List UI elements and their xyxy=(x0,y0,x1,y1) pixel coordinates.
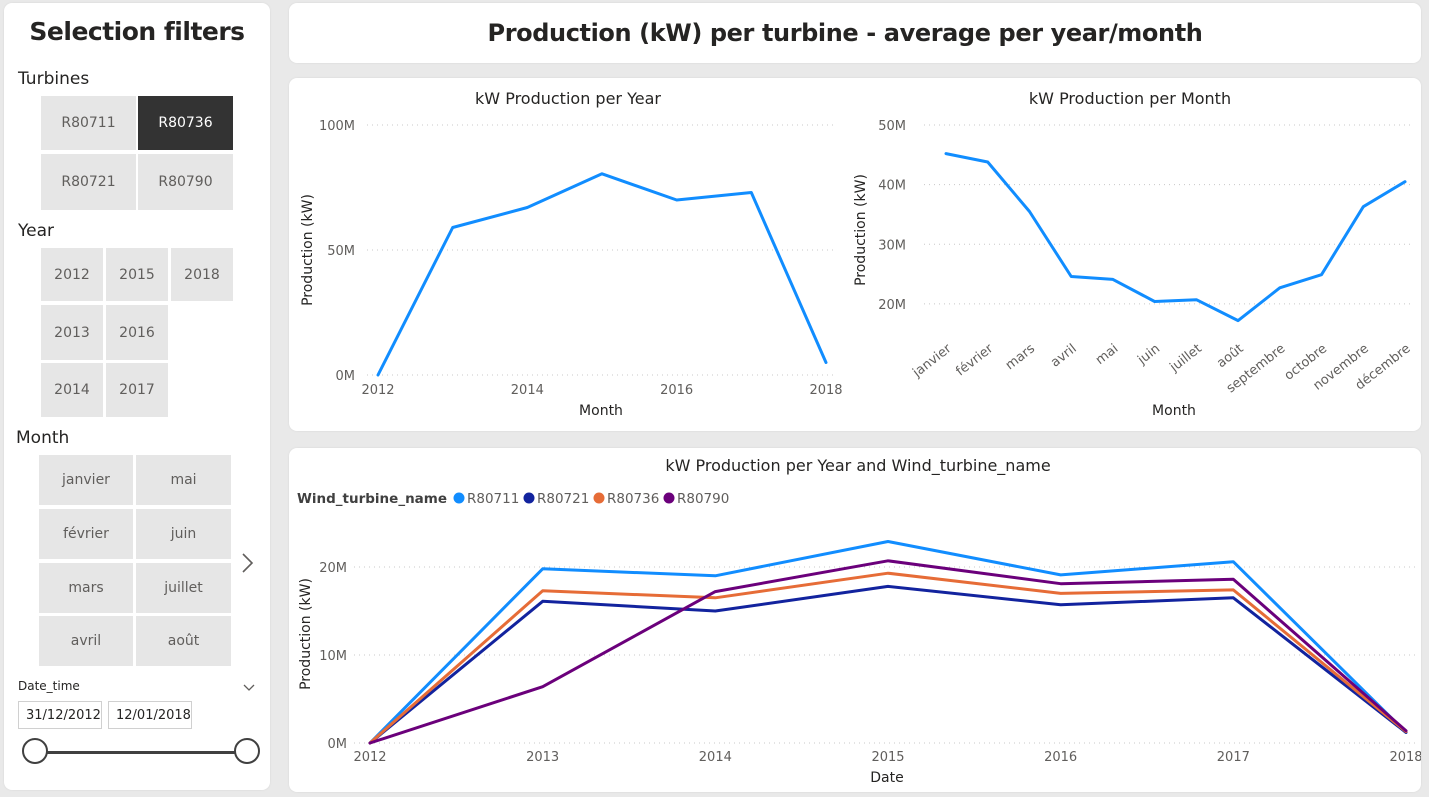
x-tick-label: 2017 xyxy=(1217,750,1250,765)
bottom-chart-card: kW Production per Year and Wind_turbine_… xyxy=(289,448,1421,792)
production-per-year-turbine-chart[interactable]: kW Production per Year and Wind_turbine_… xyxy=(289,448,1421,792)
y-tick-label: 30M xyxy=(878,238,906,253)
x-tick-label: 2012 xyxy=(361,383,394,398)
chart-title: kW Production per Month xyxy=(1029,89,1231,108)
month-tile-fevrier[interactable]: février xyxy=(39,509,133,559)
legend-label-r80711: R80711 xyxy=(467,491,519,507)
x-tick-label: 2014 xyxy=(699,750,732,765)
turbine-tile-r80736[interactable]: R80736 xyxy=(138,96,233,150)
x-tick-label: janvier xyxy=(909,341,955,381)
y-tick-label: 20M xyxy=(878,298,906,313)
month-tile-mai[interactable]: mai xyxy=(136,455,231,505)
series-line-r80721 xyxy=(368,584,1408,745)
y-tick-label: 0M xyxy=(336,369,356,384)
production-per-month-chart[interactable]: kW Production per Month 20M 30M 40M 50M janvi… xyxy=(849,78,1421,431)
year-tile-2013[interactable]: 2013 xyxy=(41,305,103,360)
month-slicer-label: Month xyxy=(16,428,70,448)
year-tile-2015[interactable]: 2015 xyxy=(106,248,168,301)
y-tick-label: 10M xyxy=(319,649,347,664)
top-charts-card: kW Production per Year 0M 50M 100M 2012 2014 2… xyxy=(289,78,1421,431)
chart-title: kW Production per Year and Wind_turbine_… xyxy=(665,456,1050,476)
y-tick-label: 0M xyxy=(328,737,348,752)
date-end-input[interactable]: 12/01/2018 xyxy=(108,701,192,729)
date-start-input[interactable]: 31/12/2012 xyxy=(18,701,102,729)
x-tick-label: 2014 xyxy=(511,383,544,398)
chevron-right-icon[interactable] xyxy=(236,549,260,577)
series-line-r80790 xyxy=(368,559,1408,745)
y-tick-label: 50M xyxy=(878,119,906,134)
x-tick-label: 2018 xyxy=(809,383,842,398)
y-tick-label: 100M xyxy=(319,119,355,134)
y-axis-title: Production (kW) xyxy=(298,578,314,690)
x-tick-label: mai xyxy=(1093,341,1121,368)
legend-label-r80721: R80721 xyxy=(537,491,589,507)
x-axis-title: Month xyxy=(579,403,623,419)
y-axis-title: Production (kW) xyxy=(853,174,869,286)
year-tile-2012[interactable]: 2012 xyxy=(41,248,103,301)
x-axis-title: Month xyxy=(1152,403,1196,419)
x-tick-label: 2012 xyxy=(353,750,386,765)
turbine-tile-r80790[interactable]: R80790 xyxy=(138,154,233,210)
x-tick-label: 2018 xyxy=(1389,750,1421,765)
month-tile-juillet[interactable]: juillet xyxy=(136,563,231,613)
report-title: Production (kW) per turbine - average pe… xyxy=(487,19,1203,47)
x-tick-label: 2013 xyxy=(526,750,559,765)
x-tick-label: 2016 xyxy=(660,383,693,398)
legend-marker-r80790 xyxy=(663,492,675,504)
month-tile-juin[interactable]: juin xyxy=(136,509,231,559)
series-line-r80736 xyxy=(368,571,1408,745)
x-tick-label: avril xyxy=(1048,341,1079,370)
y-axis-title: Production (kW) xyxy=(300,194,316,306)
y-tick-label: 50M xyxy=(327,244,355,259)
x-tick-label: février xyxy=(953,341,996,379)
y-tick-label: 20M xyxy=(319,561,347,576)
month-tile-aout[interactable]: août xyxy=(136,616,231,666)
legend-marker-r80721 xyxy=(523,492,535,504)
report-header: Production (kW) per turbine - average pe… xyxy=(289,3,1421,63)
month-tile-avril[interactable]: avril xyxy=(39,616,133,666)
x-tick-label: 2015 xyxy=(871,750,904,765)
year-tile-2018[interactable]: 2018 xyxy=(171,248,233,301)
month-tile-mars[interactable]: mars xyxy=(39,563,133,613)
x-tick-label: juillet xyxy=(1167,341,1205,375)
production-per-year-chart[interactable]: kW Production per Year 0M 50M 100M 2012 2014 2… xyxy=(289,78,849,431)
selection-filters-panel: Selection filters Turbines R80711 R80736… xyxy=(4,3,270,790)
x-tick-label: mars xyxy=(1003,341,1038,373)
series-line xyxy=(944,152,1407,323)
date-time-slicer-label: Date_time xyxy=(18,679,80,693)
chart-title: kW Production per Year xyxy=(475,89,661,108)
filters-title: Selection filters xyxy=(29,17,245,46)
x-tick-label: août xyxy=(1214,341,1246,371)
date-range-end-handle[interactable] xyxy=(234,738,260,764)
series-line xyxy=(376,172,828,377)
date-range-slider-track[interactable] xyxy=(34,751,248,754)
year-tile-2016[interactable]: 2016 xyxy=(106,305,168,360)
legend-marker-r80711 xyxy=(453,492,465,504)
legend-title: Wind_turbine_name xyxy=(297,491,447,507)
date-range-start-handle[interactable] xyxy=(22,738,48,764)
turbines-slicer-label: Turbines xyxy=(18,69,90,89)
year-tile-2014[interactable]: 2014 xyxy=(41,363,103,417)
x-tick-label: juin xyxy=(1134,341,1163,368)
turbine-tile-r80721[interactable]: R80721 xyxy=(41,154,136,210)
legend-label-r80736: R80736 xyxy=(607,491,659,507)
year-tile-2017[interactable]: 2017 xyxy=(106,363,168,417)
y-tick-label: 40M xyxy=(878,179,906,194)
turbine-tile-r80711[interactable]: R80711 xyxy=(41,96,136,150)
legend-label-r80790: R80790 xyxy=(677,491,729,507)
x-tick-label: 2016 xyxy=(1044,750,1077,765)
legend-marker-r80736 xyxy=(593,492,605,504)
x-axis-title: Date xyxy=(870,770,903,786)
series-line-r80711 xyxy=(368,540,1408,745)
year-slicer-label: Year xyxy=(18,221,54,241)
month-tile-janvier[interactable]: janvier xyxy=(39,455,133,505)
chevron-down-icon[interactable] xyxy=(242,680,256,694)
